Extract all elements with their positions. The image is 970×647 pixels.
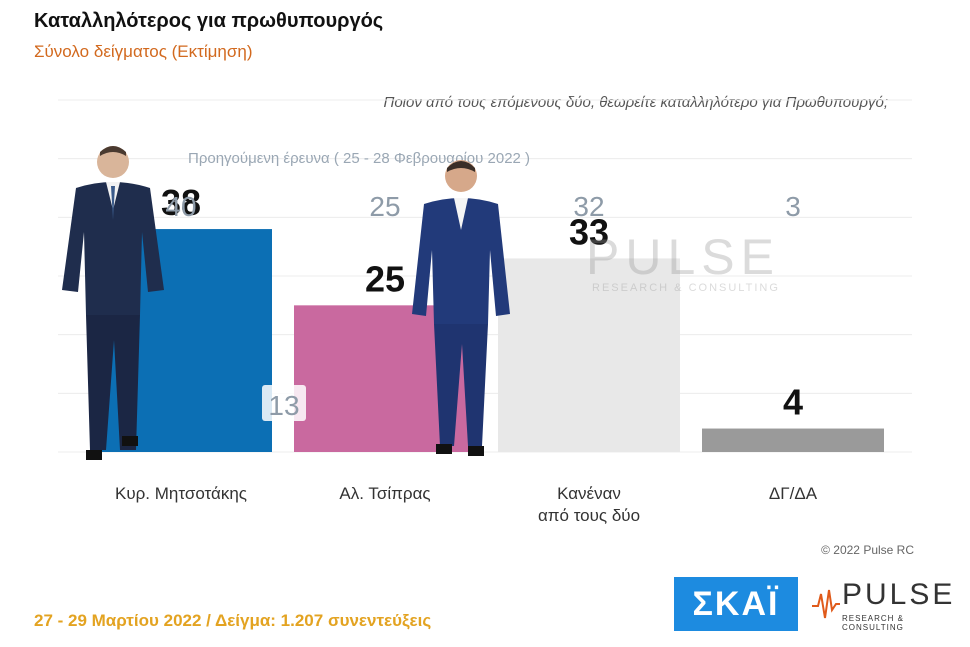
previous-value-label: 32 xyxy=(573,191,604,222)
watermark-name: PULSE xyxy=(586,229,780,285)
survey-footer: 27 - 29 Μαρτίου 2022 / Δείγμα: 1.207 συν… xyxy=(34,611,432,630)
copyright: © 2022 Pulse RC xyxy=(821,543,914,557)
category-label-line: Κανέναν xyxy=(557,484,621,503)
bar-value-label: 25 xyxy=(365,258,405,299)
category-label-line: ΔΓ/ΔΑ xyxy=(768,484,818,503)
pulse-watermark: PULSE RESEARCH & CONSULTING xyxy=(586,228,780,294)
pulse-logo: PULSE RESEARCH & CONSULTING xyxy=(812,578,962,632)
category-label-line: Κυρ. Μητσοτάκης xyxy=(115,484,247,503)
pulse-logo-name: PULSE xyxy=(842,578,956,611)
previous-value-label: 25 xyxy=(369,191,400,222)
pulse-wave-icon xyxy=(812,589,840,619)
category-label: Κυρ. Μητσοτάκης xyxy=(91,483,271,505)
previous-value-label: 3 xyxy=(785,191,801,222)
bar xyxy=(498,258,680,452)
category-label-line: Αλ. Τσίπρας xyxy=(339,484,431,503)
previous-survey-label: Προηγούμενη έρευνα ( 25 - 28 Φεβρουαρίου… xyxy=(188,150,531,167)
category-label-line: από τους δύο xyxy=(537,506,641,525)
chart-subtitle: Σύνολο δείγματος (Εκτίμηση) xyxy=(34,42,253,61)
bar-value-label: 4 xyxy=(783,382,803,423)
skai-logo: ΣΚΑΪ xyxy=(674,577,798,631)
chart-title: Καταλληλότερος για πρωθυπουργός xyxy=(34,10,384,32)
difference-badge xyxy=(262,385,306,421)
survey-question: Ποιον από τους επόμενους δύο, θεωρείτε κ… xyxy=(383,94,888,111)
bar xyxy=(702,428,884,452)
pulse-logo-sub: RESEARCH & CONSULTING xyxy=(842,614,905,632)
category-label: Αλ. Τσίπρας xyxy=(295,483,475,505)
category-label: ΔΓ/ΔΑ xyxy=(703,483,883,505)
person-photo-left xyxy=(62,146,164,460)
category-label: Κανέναν από τους δύο xyxy=(499,483,679,527)
previous-value-label: 40 xyxy=(165,191,196,222)
watermark-sub: RESEARCH & CONSULTING xyxy=(592,282,780,294)
difference-label: 13 xyxy=(268,390,299,421)
bar-value-label: 33 xyxy=(569,211,609,252)
person-photo-right xyxy=(412,160,510,456)
bar-value-label: 38 xyxy=(161,182,201,223)
